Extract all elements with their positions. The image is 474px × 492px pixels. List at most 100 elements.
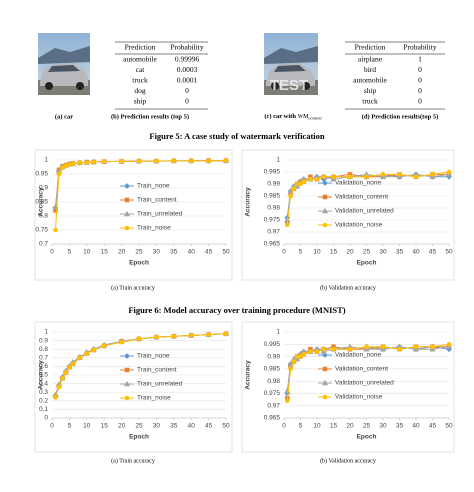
legend-label: Train_none — [137, 183, 170, 190]
y-axis-label: Accuracy — [245, 187, 252, 217]
x-tick-label: 15 — [330, 249, 338, 256]
marker — [397, 172, 402, 177]
x-tick-label: 50 — [222, 423, 230, 430]
legend-marker — [322, 366, 328, 372]
x-tick-label: 5 — [299, 423, 303, 430]
legend-marker — [322, 222, 328, 228]
y-tick-label: 0.98 — [267, 205, 280, 212]
y-tick-label: 0.3 — [39, 389, 48, 396]
x-axis-label: Epoch — [129, 434, 149, 441]
marker — [77, 160, 83, 166]
x-tick-label: 5 — [68, 249, 72, 256]
x-axis-label: Epoch — [129, 260, 149, 267]
marker — [308, 176, 313, 182]
x-tick-label: 35 — [170, 249, 178, 256]
legend-marker — [124, 183, 130, 189]
table-header: Prediction — [355, 43, 386, 52]
marker — [53, 395, 58, 400]
legend-marker — [322, 180, 328, 186]
marker — [136, 336, 142, 342]
marker — [291, 359, 297, 364]
table-cell: airplane — [358, 55, 383, 64]
y-tick-label: 0.4 — [39, 380, 48, 387]
y-tick-label: 1 — [44, 157, 48, 164]
table-cell: automobile — [353, 76, 387, 85]
legend-marker — [322, 194, 328, 200]
legend-label: Validation_noise — [335, 222, 383, 229]
marker — [291, 186, 297, 192]
y-tick-label: 0.965 — [264, 241, 281, 248]
marker — [60, 376, 65, 381]
watermark-text: TEST — [270, 77, 308, 94]
x-tick-label: 0 — [282, 249, 286, 256]
marker — [171, 334, 177, 339]
x-tick-label: 35 — [396, 423, 404, 430]
x-tick-label: 10 — [313, 423, 321, 430]
x-tick-label: 40 — [412, 423, 420, 430]
marker — [91, 347, 97, 353]
legend-label: Validation_unrelated — [335, 380, 394, 387]
x-axis-label: Epoch — [357, 434, 377, 441]
table-cell: 0.0001 — [177, 76, 198, 85]
marker — [154, 334, 159, 340]
x-tick-label: 10 — [83, 423, 91, 430]
x-tick-label: 20 — [346, 249, 354, 256]
y-tick-label: 0.7 — [39, 241, 48, 248]
caption-math: WM — [298, 113, 309, 120]
legend-marker — [123, 210, 131, 217]
marker — [206, 332, 211, 337]
x-tick-label: 10 — [313, 249, 321, 256]
legend-label: Validation_content — [335, 194, 388, 201]
y-tick-label: 0.85 — [35, 199, 48, 206]
marker — [285, 222, 290, 228]
watermarked-car-image: TEST — [264, 33, 318, 95]
legend-marker — [124, 353, 130, 359]
x-tick-label: 0 — [282, 423, 286, 430]
legend-label: Train_noise — [137, 395, 171, 402]
car-image — [38, 33, 90, 95]
legend-label: Train_unrelated — [137, 211, 183, 218]
subcaption: (a) car — [55, 113, 73, 120]
caption-text: (c) car with — [264, 113, 297, 120]
caption-subscript: content — [308, 116, 322, 121]
x-tick-label: 40 — [188, 249, 196, 256]
marker — [321, 174, 326, 180]
legend-marker — [321, 207, 329, 214]
legend-label: Train_noise — [137, 225, 171, 232]
marker — [430, 344, 435, 350]
marker — [70, 161, 76, 166]
marker — [347, 174, 353, 180]
x-tick-label: 30 — [379, 249, 387, 256]
x-tick-label: 15 — [101, 249, 109, 256]
legend-label: Validation_unrelated — [335, 208, 394, 215]
marker — [314, 349, 320, 354]
x-tick-label: 5 — [299, 249, 303, 256]
y-tick-label: 0.98 — [267, 378, 280, 385]
table-cell: automobile — [123, 55, 157, 64]
marker — [91, 159, 97, 165]
marker — [331, 346, 336, 352]
marker — [67, 365, 72, 370]
y-axis-label: Accuracy — [245, 360, 252, 390]
marker — [413, 344, 419, 350]
x-tick-label: 45 — [205, 249, 213, 256]
legend-label: Validation_none — [335, 180, 382, 187]
y-tick-label: 0.9 — [39, 185, 48, 192]
legend-label: Validation_content — [335, 366, 388, 373]
y-tick-label: 0.985 — [264, 193, 281, 200]
chart-panel — [241, 149, 455, 281]
marker — [430, 172, 435, 177]
x-tick-label: 40 — [412, 249, 420, 256]
marker — [119, 340, 124, 345]
marker — [301, 351, 307, 357]
marker — [285, 398, 290, 404]
x-tick-label: 45 — [429, 423, 437, 430]
marker — [364, 174, 369, 180]
x-tick-label: 25 — [135, 249, 143, 256]
x-tick-label: 30 — [379, 423, 387, 430]
marker — [446, 169, 452, 175]
subcaption: (c) car with WMcontent — [264, 113, 322, 120]
marker — [308, 349, 313, 354]
y-tick-label: 0.995 — [264, 341, 281, 348]
chart-panel — [34, 149, 233, 281]
